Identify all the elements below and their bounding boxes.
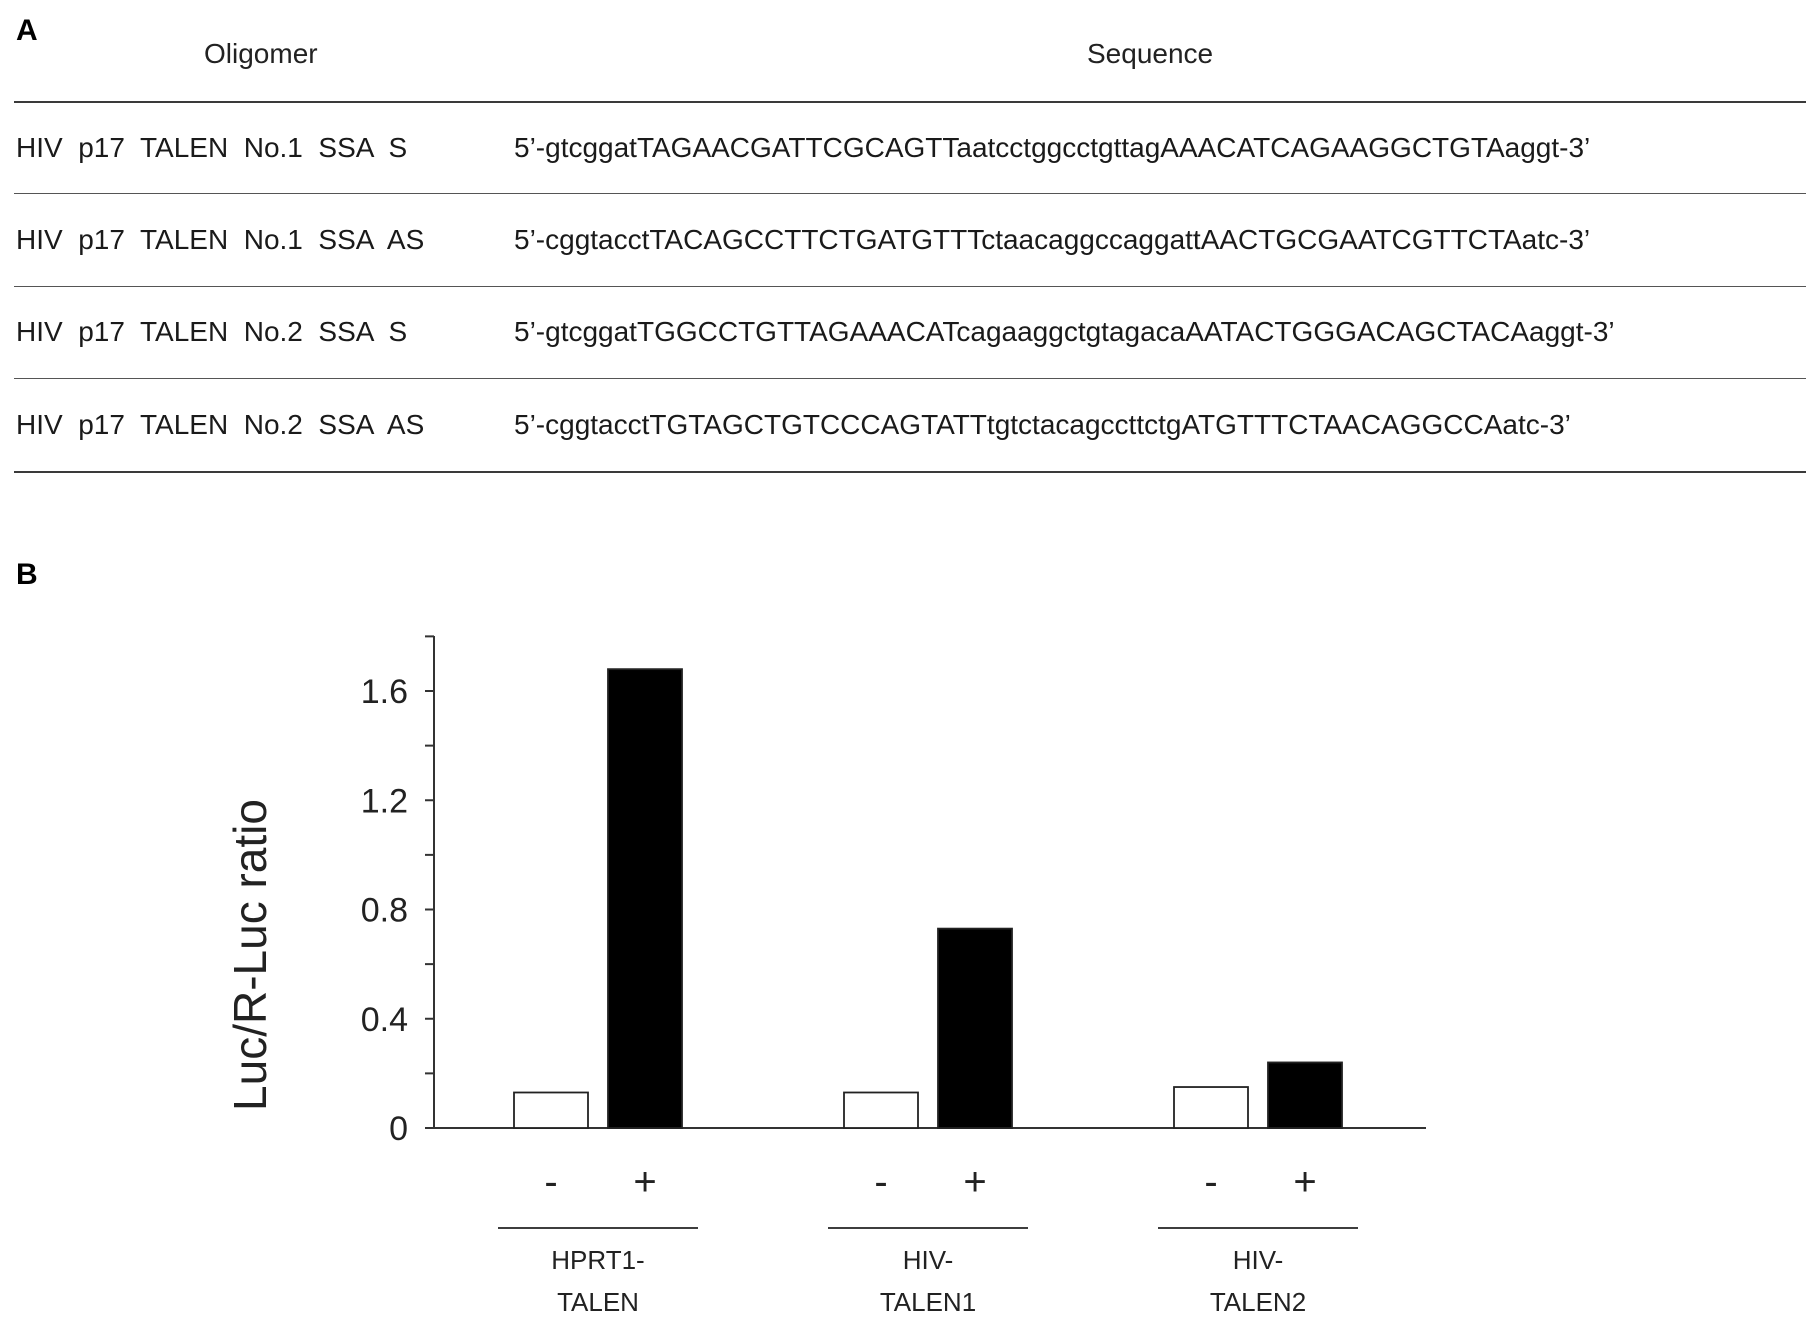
table-row-sequence: 5’-cggtacctTGTAGCTGTCCCAGTATTtgtctacagcc… bbox=[514, 409, 1571, 440]
group-label: TALEN2 bbox=[1210, 1287, 1306, 1317]
bar-minus bbox=[1173, 1086, 1249, 1129]
table-row-oligomer: HIV p17 TALEN No.2 SSA AS bbox=[16, 409, 425, 440]
condition-label: + bbox=[1293, 1160, 1316, 1204]
bar-plus bbox=[607, 668, 683, 1129]
y-tick-label: 0.4 bbox=[361, 1001, 408, 1039]
table-row-divider bbox=[14, 193, 1806, 194]
panel-a-label: A bbox=[16, 14, 38, 47]
table-row-oligomer: HIV p17 TALEN No.1 SSA AS bbox=[16, 224, 425, 255]
group-label: TALEN1 bbox=[880, 1287, 976, 1317]
sequence-column-header: Sequence bbox=[1087, 38, 1214, 69]
table-bottom-rule bbox=[14, 471, 1806, 473]
table-top-rule bbox=[14, 101, 1806, 103]
condition-label: - bbox=[874, 1160, 887, 1204]
table-row-sequence: 5’-gtcggatTGGCCTGTTAGAAACATcagaaggctgtag… bbox=[514, 316, 1615, 347]
condition-label: + bbox=[633, 1160, 656, 1204]
condition-label: - bbox=[1204, 1160, 1217, 1204]
bar-minus bbox=[513, 1091, 589, 1129]
bar-plus bbox=[937, 927, 1013, 1129]
oligomer-column-header: Oligomer bbox=[204, 38, 318, 69]
group-label: HIV- bbox=[903, 1245, 954, 1275]
table-row-divider bbox=[14, 286, 1806, 287]
y-tick-label: 0.8 bbox=[361, 892, 408, 930]
condition-label: + bbox=[963, 1160, 986, 1204]
y-axis-label: Luc/R-Luc ratio bbox=[224, 799, 276, 1111]
condition-label: - bbox=[544, 1160, 557, 1204]
panel-b-label: B bbox=[16, 558, 38, 591]
bar-plus bbox=[1267, 1061, 1343, 1129]
table-row-divider bbox=[14, 378, 1806, 379]
table-row-oligomer: HIV p17 TALEN No.1 SSA S bbox=[16, 132, 408, 163]
bar-minus bbox=[843, 1091, 919, 1129]
y-tick-label: 1.2 bbox=[361, 782, 408, 820]
bar-chart: 0 0.4 0.8 1.2 1.6 Luc/R-Luc ratio - + HPRT1- TALE… bbox=[224, 635, 1426, 1317]
group-label: HPRT1- bbox=[551, 1245, 644, 1275]
table-row-sequence: 5’-cggtacctTACAGCCTTCTGATGTTTctaacaggcca… bbox=[514, 224, 1591, 255]
y-tick-label: 0 bbox=[389, 1110, 408, 1148]
group-label: TALEN bbox=[557, 1287, 639, 1317]
y-tick-label: 1.6 bbox=[361, 673, 408, 711]
table-row-sequence: 5’-gtcggatTAGAACGATTCGCAGTTaatcctggcctgt… bbox=[514, 132, 1591, 163]
group-label: HIV- bbox=[1233, 1245, 1284, 1275]
table-row-oligomer: HIV p17 TALEN No.2 SSA S bbox=[16, 316, 408, 347]
